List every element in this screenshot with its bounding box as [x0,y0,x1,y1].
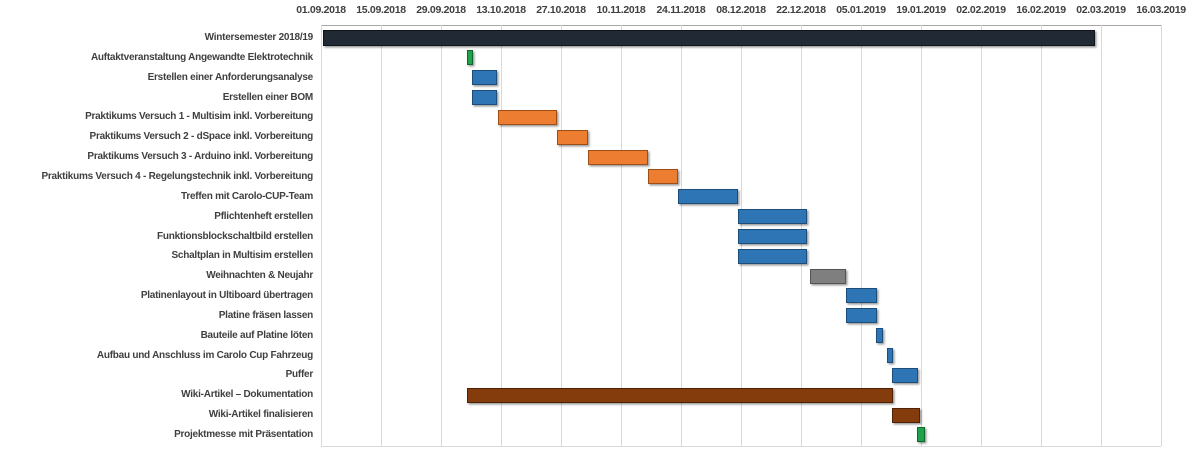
x-axis-tick-label: 22.12.2018 [776,4,826,16]
task-label: Praktikums Versuch 2 - dSpace inkl. Vorb… [89,131,314,143]
task-label: Praktikums Versuch 4 - Regelungstechnik … [41,170,313,182]
gantt-bar [876,328,884,344]
task-label: Wiki-Artikel – Dokumentation [181,389,313,401]
gantt-bar [738,209,807,225]
gridline [1041,25,1042,446]
x-axis-tick-label: 13.10.2018 [476,4,526,16]
gridline [561,25,562,446]
x-axis-tick-label: 08.12.2018 [716,4,766,16]
gantt-bar [498,109,557,125]
task-label: Platinenlayout in Ultiboard übertragen [140,290,313,302]
x-axis-tick-label: 19.01.2019 [896,4,946,16]
task-label: Funktionsblockschaltbild erstellen [157,230,313,242]
task-label: Auftaktveranstaltung Angewandte Elektrot… [90,51,313,63]
x-axis-tick-label: 29.09.2018 [416,4,466,16]
task-label: Projektmesse mit Präsentation [174,429,313,440]
gantt-bar [916,427,925,443]
task-label: Platine fräsen lassen [218,309,314,321]
gridline [1161,25,1162,446]
gridline [321,25,322,446]
task-label: Treffen mit Carolo-CUP-Team [181,190,313,202]
x-axis-tick-label: 01.09.2018 [296,4,346,16]
x-axis-tick-label: 27.10.2018 [536,4,586,16]
gridline [441,25,442,446]
gridline [921,25,922,446]
gridline [501,25,502,446]
gantt-bar [738,228,807,244]
x-axis-tick-label: 24.11.2018 [656,4,706,16]
task-label: Erstellen einer Anforderungsanalyse [147,71,314,83]
axis-line-bottom [321,446,1161,447]
gantt-bar [738,248,807,264]
task-label: Wintersemester 2018/19 [204,32,314,43]
x-axis-tick-label: 02.03.2019 [1076,4,1126,16]
gantt-bar [588,149,648,165]
gantt-bar [810,268,846,284]
gantt-bar [471,70,497,86]
gantt-bar [648,169,678,185]
gantt-bar [678,189,738,205]
gantt-bar [466,387,894,403]
gantt-bar [887,348,894,364]
gridline [681,25,682,446]
x-axis-tick-label: 02.02.2019 [956,4,1006,16]
gantt-bar [556,129,588,145]
gridline [1101,25,1102,446]
gantt-bar [892,367,918,383]
task-label: Schaltplan in Multisim erstellen [171,250,314,262]
x-axis-tick-label: 15.09.2018 [356,4,406,16]
gantt-bar [892,407,921,423]
task-label: Weihnachten & Neujahr [206,270,313,282]
task-label: Wiki-Artikel finalisieren [208,409,314,421]
task-label: Praktikums Versuch 3 - Arduino inkl. Vor… [87,151,313,163]
x-axis-tick-label: 16.02.2019 [1016,4,1066,16]
task-label: Bauteile auf Platine löten [200,329,314,341]
x-axis-tick-label: 05.01.2019 [836,4,886,16]
gridline [861,25,862,446]
gridline [381,25,382,446]
gridline [981,25,982,446]
gantt-bar [471,89,497,105]
gantt-bar [322,30,1095,47]
gantt-bar [846,308,878,324]
task-label: Erstellen einer BOM [222,91,314,103]
gridline [621,25,622,446]
gantt-bar [846,288,878,304]
gantt-bar [466,50,473,66]
x-axis-tick-label: 10.11.2018 [596,4,646,16]
task-label: Aufbau und Anschluss im Carolo Cup Fahrz… [96,349,313,361]
task-label: Praktikums Versuch 1 - Multisim inkl. Vo… [85,111,313,123]
x-axis-tick-label: 16.03.2019 [1136,4,1186,16]
task-label: Pflichtenheft erstellen [214,210,313,222]
task-label: Puffer [285,369,314,381]
